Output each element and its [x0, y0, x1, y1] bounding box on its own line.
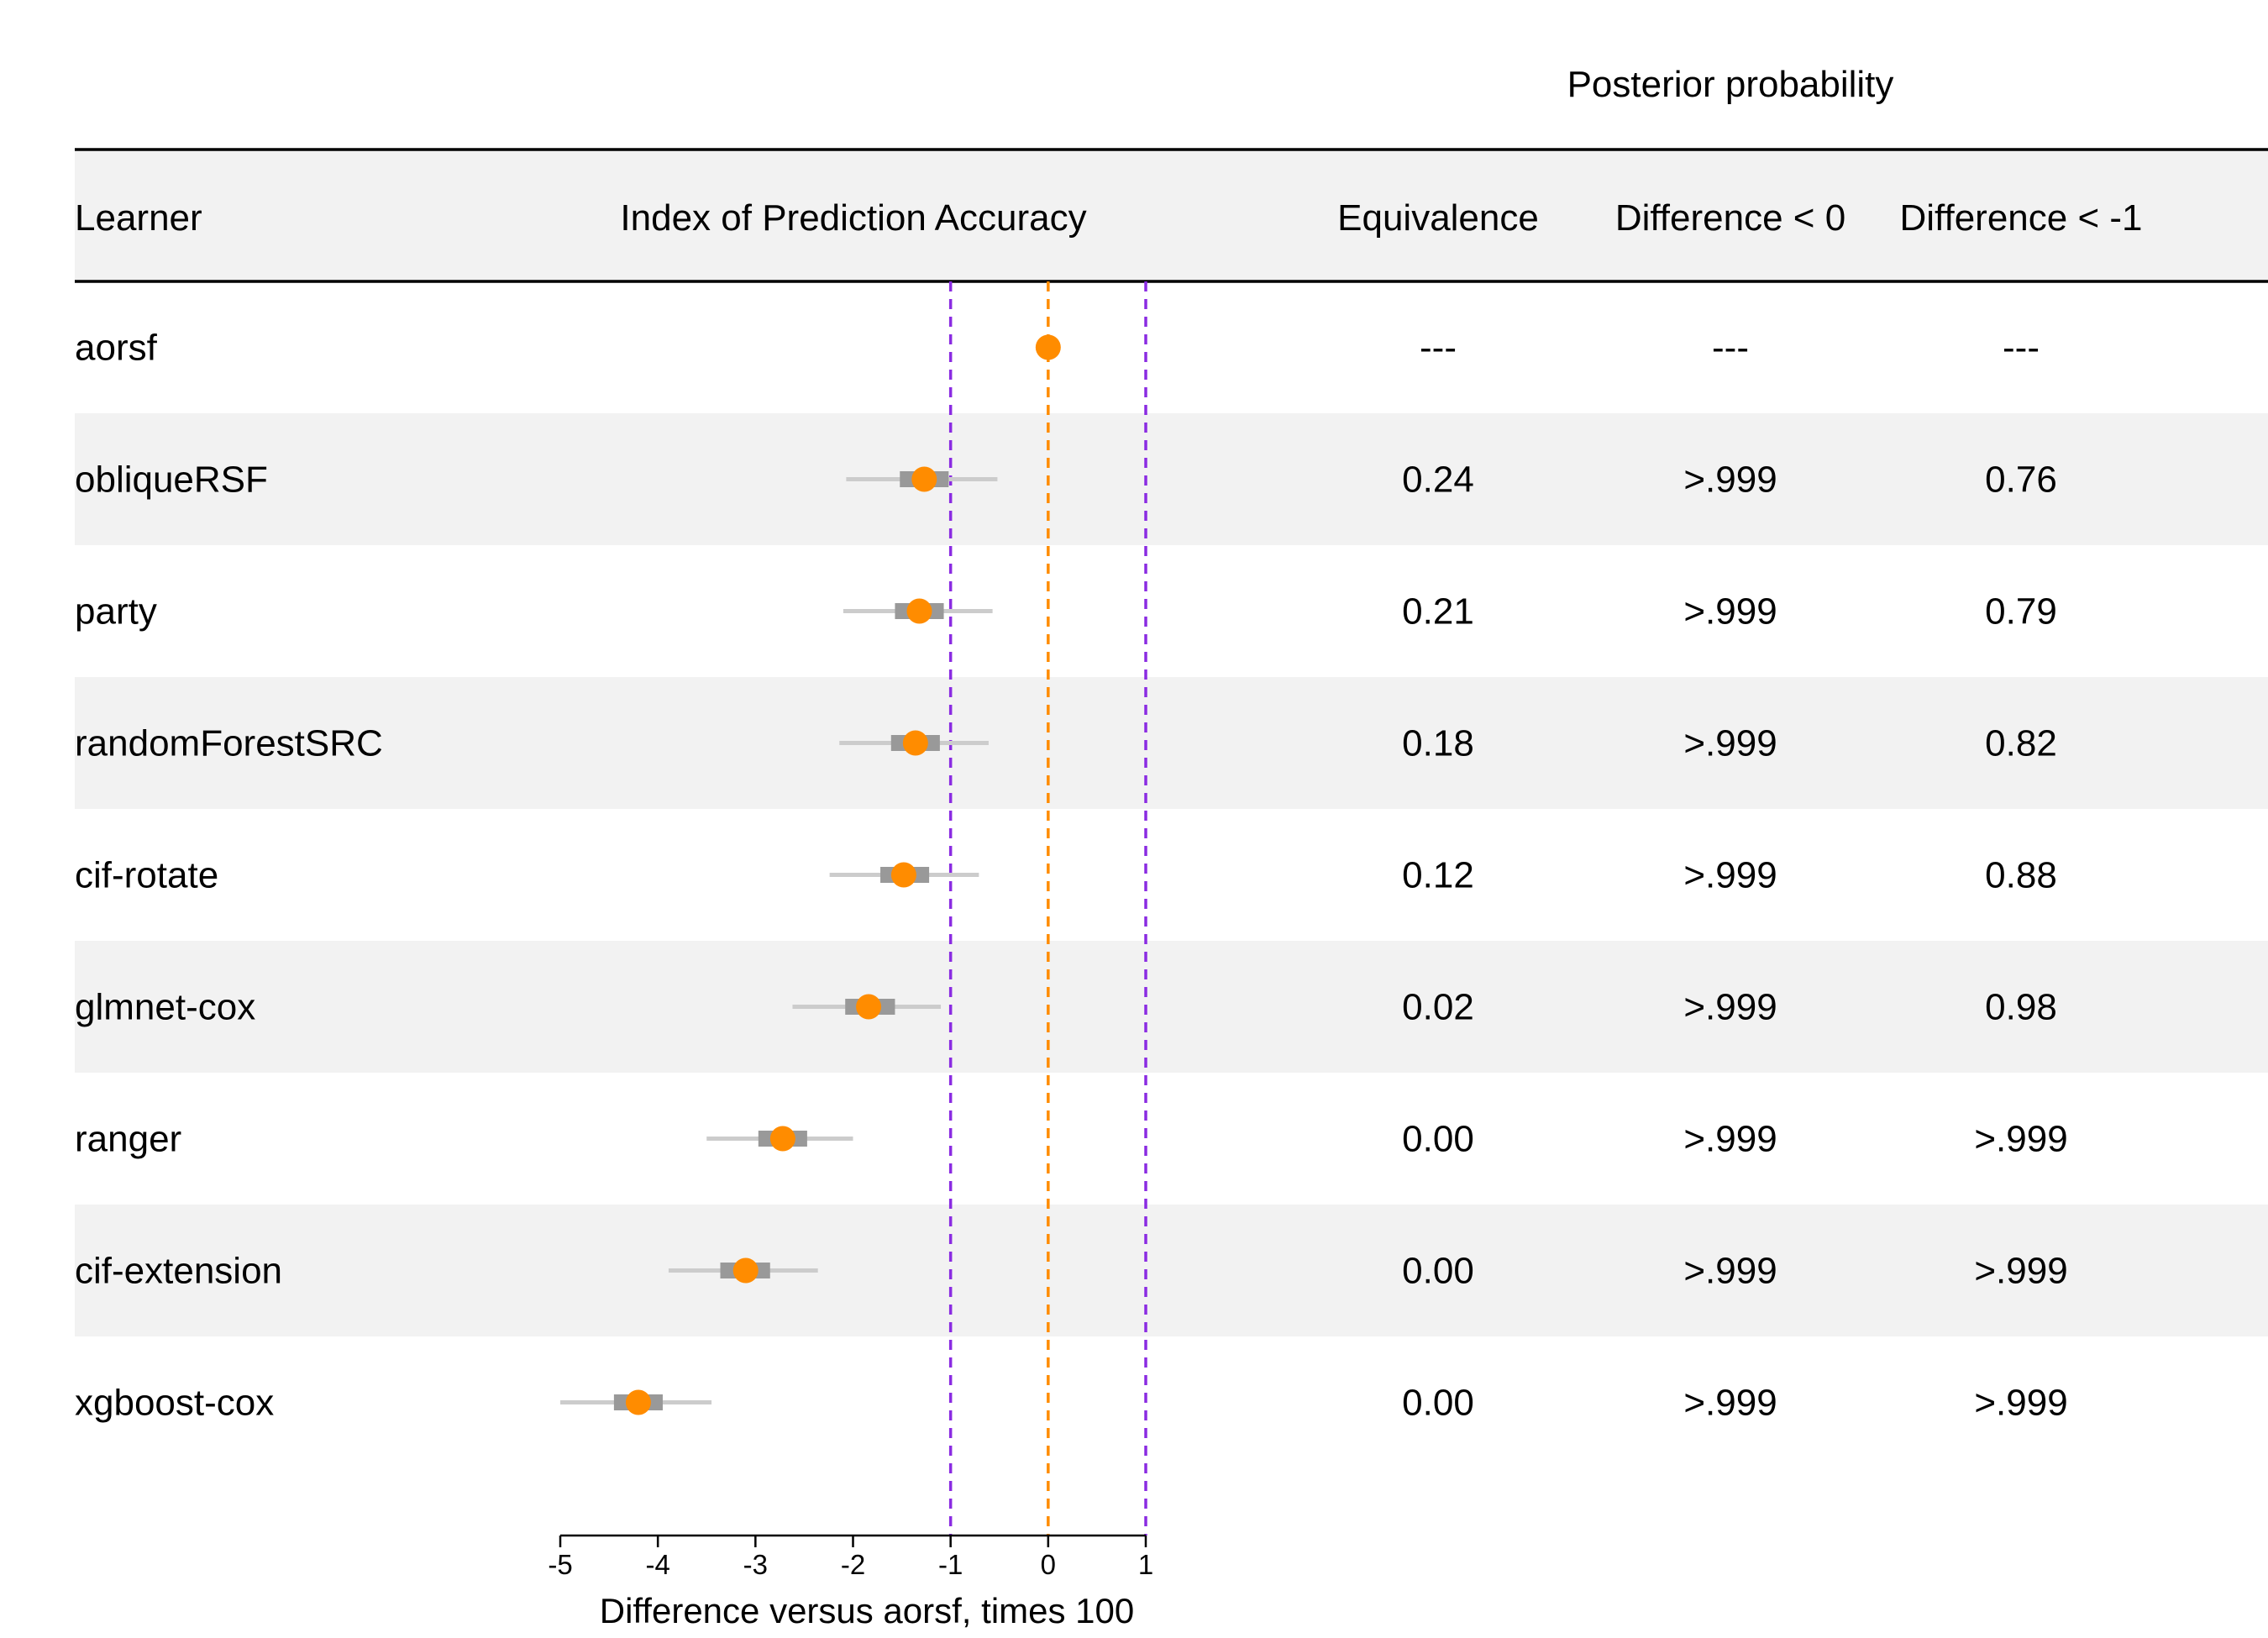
learner-label: aorsf [75, 328, 158, 369]
point-estimate [1035, 334, 1061, 360]
difference-lt-0-value: >.999 [1683, 459, 1777, 501]
difference-lt-0-value: >.999 [1683, 1383, 1777, 1424]
difference-lt-minus-1-value: 0.88 [1985, 855, 2057, 896]
learner-label: glmnet-cox [75, 987, 255, 1028]
difference-lt-minus-1-value: 0.98 [1985, 987, 2057, 1028]
equivalence-value: 0.18 [1402, 723, 1474, 764]
difference-lt-minus-1-value: 0.76 [1985, 459, 2057, 501]
learner-label: randomForestSRC [75, 723, 383, 764]
difference-lt-minus-1-value: 0.82 [1985, 723, 2057, 764]
row-bands [75, 413, 2268, 1336]
point-estimate [732, 1257, 759, 1284]
column-header-learner: Learner [75, 197, 202, 239]
learner-label: party [75, 591, 157, 633]
difference-lt-minus-1-value: >.999 [1974, 1119, 2067, 1160]
learner-label: cif-rotate [75, 855, 218, 896]
column-header-equivalence: Equivalence [1337, 197, 1539, 239]
table-rows: aorsf --- --- --- obliqueRSF 0.24 >.999 0.76 par… [75, 328, 2068, 1424]
point-estimate [902, 730, 928, 756]
learner-label: xgboost-cox [75, 1383, 274, 1424]
point-estimate [906, 598, 932, 624]
equivalence-value: --- [1420, 328, 1457, 369]
x-axis-label: Difference versus aorsf, times 100 [600, 1591, 1135, 1630]
column-header-ipa: Index of Prediction Accuracy [620, 197, 1086, 239]
point-estimate [769, 1126, 795, 1152]
x-tick-label: -1 [938, 1549, 963, 1580]
learner-label: cif-extension [75, 1251, 282, 1292]
point-estimate [856, 994, 882, 1020]
equivalence-value: 0.00 [1402, 1251, 1474, 1292]
x-tick-label: -5 [548, 1549, 572, 1580]
row-band [75, 941, 2268, 1073]
equivalence-value: 0.24 [1402, 459, 1474, 501]
row-band [75, 677, 2268, 809]
difference-lt-0-value: >.999 [1683, 723, 1777, 764]
difference-lt-0-value: >.999 [1683, 1251, 1777, 1292]
x-tick-label: 1 [1138, 1549, 1153, 1580]
interval-marks [560, 334, 1061, 1415]
row-band [75, 1205, 2268, 1336]
reference-lines [948, 281, 1147, 1536]
difference-lt-minus-1-value: >.999 [1974, 1383, 2067, 1424]
posterior-probability-title: Posterior probability [1567, 64, 1894, 105]
x-axis: -5 -4 -3 -2 -1 0 1 [548, 1534, 1153, 1580]
difference-lt-0-value: --- [1712, 328, 1749, 369]
x-tick-label: 0 [1041, 1549, 1056, 1580]
row-band [75, 413, 2268, 545]
equivalence-value: 0.12 [1402, 855, 1474, 896]
difference-lt-minus-1-value: 0.79 [1985, 591, 2057, 633]
difference-lt-0-value: >.999 [1683, 591, 1777, 633]
column-header-difference-lt-minus-1: Difference < -1 [1899, 197, 2142, 239]
equivalence-value: 0.02 [1402, 987, 1474, 1028]
x-tick-label: -3 [743, 1549, 768, 1580]
x-tick-label: -4 [645, 1549, 669, 1580]
learner-label: obliqueRSF [75, 459, 268, 501]
difference-lt-minus-1-value: --- [2003, 328, 2040, 369]
point-estimate [890, 862, 916, 888]
equivalence-value: 0.21 [1402, 591, 1474, 633]
column-header-difference-lt-0: Difference < 0 [1615, 197, 1845, 239]
x-tick-label: -2 [841, 1549, 865, 1580]
equivalence-value: 0.00 [1402, 1383, 1474, 1424]
difference-lt-0-value: >.999 [1683, 987, 1777, 1028]
difference-lt-minus-1-value: >.999 [1974, 1251, 2067, 1292]
header-band [75, 150, 2268, 281]
difference-lt-0-value: >.999 [1683, 855, 1777, 896]
learner-label: ranger [75, 1119, 181, 1160]
point-estimate [911, 466, 937, 492]
equivalence-value: 0.00 [1402, 1119, 1474, 1160]
difference-lt-0-value: >.999 [1683, 1119, 1777, 1160]
point-estimate [625, 1389, 651, 1415]
